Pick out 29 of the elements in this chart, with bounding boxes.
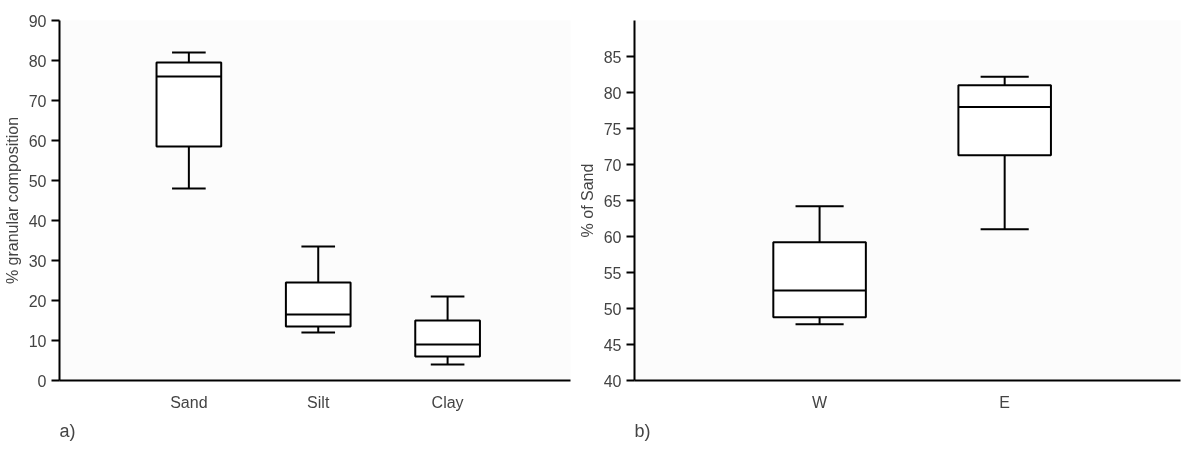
x-tick-label: Sand [170,393,208,411]
y-axis-title: % granular composition [3,116,21,285]
x-tick-label: E [999,393,1011,411]
y-tick-label: 50 [28,172,47,190]
y-tick-label: 60 [603,228,622,246]
x-tick-label: W [812,393,829,411]
y-tick-label: 10 [28,332,47,350]
x-tick-label: Clay [431,393,464,411]
y-tick-label: 30 [28,252,47,270]
y-tick-label: 45 [603,336,622,354]
y-tick-label: 55 [603,264,622,282]
text: a) [59,420,76,441]
y-tick-label: 0 [37,372,47,390]
y-tick-label: 50 [603,300,622,318]
x-tick-label: Silt [307,393,330,411]
y-tick-label: 90 [28,12,47,30]
y-tick-label: 70 [28,92,47,110]
y-tick-label: 85 [603,48,622,66]
y-tick-label: 75 [603,120,622,138]
text: b) [634,420,651,441]
y-tick-label: 80 [603,84,622,102]
y-tick-label: 65 [603,192,622,210]
y-tick-label: 20 [28,292,47,310]
y-axis-title: % of Sand [578,163,596,238]
y-tick-label: 40 [603,372,622,390]
y-tick-label: 80 [28,52,47,70]
y-tick-label: 60 [28,132,47,150]
y-tick-label: 40 [28,212,47,230]
y-tick-label: 70 [603,156,622,174]
